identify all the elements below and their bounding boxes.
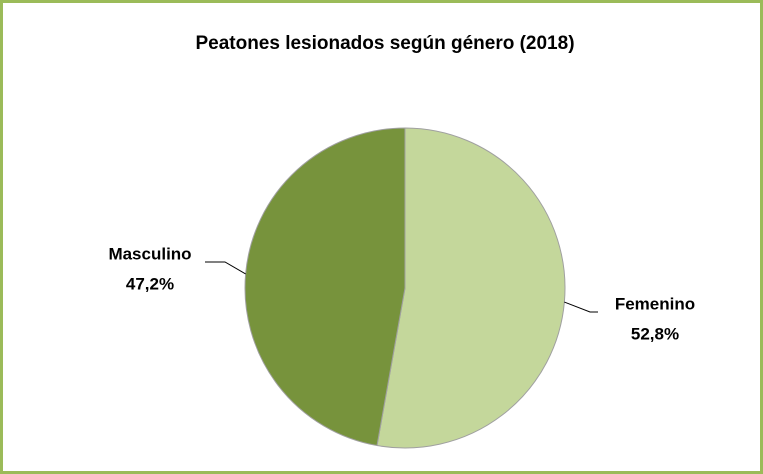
pie-slice [244, 127, 406, 447]
chart-title: Peatones lesionados según género (2018) [195, 33, 574, 54]
slice-label: Masculino [108, 244, 191, 263]
slice-label: Femenino [615, 294, 695, 313]
leader-line [564, 301, 598, 313]
pie-slice [376, 127, 566, 449]
slice-value-label: 52,8% [631, 324, 679, 343]
leader-line [205, 261, 246, 275]
slice-value-label: 47,2% [126, 274, 174, 293]
